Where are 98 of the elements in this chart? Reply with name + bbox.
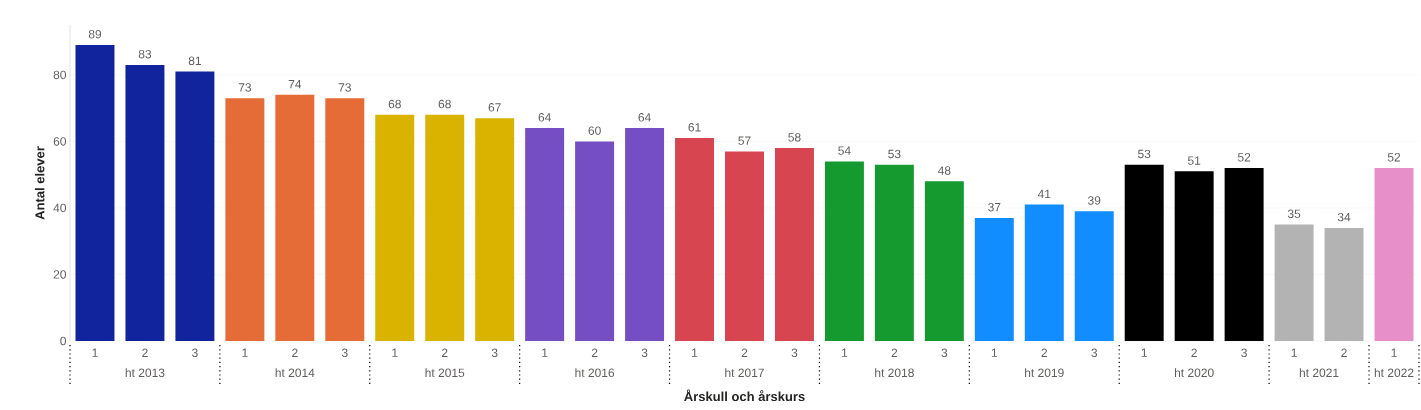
- x-tick-label: 2: [1191, 348, 1197, 357]
- bar: [774, 148, 814, 341]
- text: ht 2014: [275, 368, 315, 378]
- data-label: 58: [788, 133, 801, 142]
- x-tick-label: 1: [841, 348, 848, 357]
- bar: [1224, 168, 1264, 341]
- data-label: 89: [88, 29, 102, 39]
- data-label: 68: [438, 99, 451, 109]
- data-label: 67: [488, 103, 501, 112]
- data-label: 74: [288, 80, 302, 89]
- bar: [75, 44, 115, 341]
- text: ht 2021: [1299, 368, 1339, 378]
- x-tick-label: 3: [341, 348, 348, 358]
- bar: [1324, 227, 1364, 341]
- bar: [425, 114, 465, 341]
- data-label: 52: [1237, 153, 1251, 162]
- x-axis-title: Årskull och årskurs: [684, 389, 805, 402]
- data-label: 60: [588, 126, 601, 135]
- text: ht 2017: [725, 368, 764, 378]
- y-tick-label: 0: [60, 336, 67, 346]
- x-tick-label: 3: [1091, 348, 1098, 358]
- text: ht 2013: [125, 368, 165, 378]
- data-label: 73: [238, 83, 252, 92]
- bar: [575, 141, 615, 341]
- data-label: 35: [1287, 209, 1301, 219]
- bar: [874, 164, 914, 341]
- data-label: 83: [138, 49, 152, 59]
- text: ht 2016: [575, 368, 615, 378]
- bar: [1124, 164, 1164, 341]
- x-tick-label: 2: [891, 348, 898, 357]
- data-label: 37: [988, 202, 1001, 212]
- y-tick-label: 20: [53, 270, 67, 279]
- bar: [175, 71, 215, 341]
- bar: [525, 128, 565, 341]
- bar: [1074, 211, 1114, 341]
- data-label: 54: [838, 146, 851, 155]
- bar: [924, 181, 964, 341]
- bar: [824, 161, 864, 341]
- data-label: 39: [1088, 196, 1101, 205]
- x-tick-label: 3: [641, 348, 648, 358]
- bar: [1274, 224, 1314, 341]
- data-label: 57: [738, 136, 751, 145]
- x-tick-label: 1: [542, 348, 548, 357]
- x-tick-label: 1: [692, 348, 698, 357]
- bar: [125, 64, 165, 341]
- x-tick-label: 1: [392, 348, 398, 357]
- text: ht 2020: [1174, 368, 1214, 378]
- bar: [375, 114, 415, 341]
- x-tick-label: 2: [1341, 348, 1347, 357]
- bar: [1174, 171, 1214, 341]
- x-tick-label: 3: [491, 348, 498, 358]
- data-label: 41: [1037, 189, 1051, 199]
- x-tick-label: 1: [1391, 348, 1397, 357]
- y-axis-title: Antal elever: [34, 146, 45, 220]
- x-tick-label: 1: [92, 348, 98, 357]
- data-label: 52: [1387, 153, 1401, 162]
- text: ht 2018: [875, 368, 914, 378]
- data-label: 81: [188, 56, 201, 66]
- data-label: 53: [888, 149, 901, 159]
- bar: [725, 151, 764, 341]
- y-tick-label: 60: [53, 137, 67, 146]
- data-label: 53: [1138, 149, 1151, 159]
- x-tick-label: 3: [941, 348, 948, 358]
- bar: [275, 94, 315, 341]
- x-tick-label: 2: [441, 348, 448, 357]
- bar: [325, 98, 365, 341]
- x-tick-label: 1: [1291, 348, 1297, 357]
- data-label: 48: [937, 166, 951, 175]
- x-tick-label: 1: [1141, 348, 1147, 357]
- y-tick-label: 80: [53, 70, 67, 80]
- x-tick-label: 2: [1041, 348, 1047, 357]
- x-tick-label: 3: [1241, 348, 1247, 358]
- x-tick-label: 2: [591, 348, 598, 357]
- data-label: 64: [538, 113, 551, 122]
- bar: [675, 138, 715, 341]
- text: ht 2015: [425, 368, 465, 378]
- data-label: 68: [388, 99, 401, 109]
- x-tick-label: 2: [292, 348, 298, 357]
- data-label: 34: [1337, 212, 1351, 222]
- bar: [475, 118, 515, 341]
- x-tick-label: 1: [242, 348, 248, 357]
- text: ht 2022: [1374, 368, 1414, 378]
- bar: [225, 98, 265, 341]
- x-tick-label: 1: [991, 348, 998, 357]
- x-tick-label: 3: [791, 348, 798, 358]
- data-label: 51: [1187, 156, 1201, 165]
- y-tick-label: 40: [53, 203, 67, 213]
- data-label: 73: [338, 83, 351, 92]
- data-label: 64: [638, 113, 651, 122]
- bar: [1374, 168, 1414, 341]
- x-tick-label: 3: [192, 348, 198, 358]
- text: ht 2019: [1025, 368, 1064, 378]
- data-label: 61: [688, 123, 701, 132]
- bar: [625, 128, 665, 341]
- bar: [1024, 204, 1064, 341]
- x-tick-label: 2: [741, 348, 748, 357]
- x-tick-label: 2: [142, 348, 148, 357]
- bar: [974, 217, 1014, 341]
